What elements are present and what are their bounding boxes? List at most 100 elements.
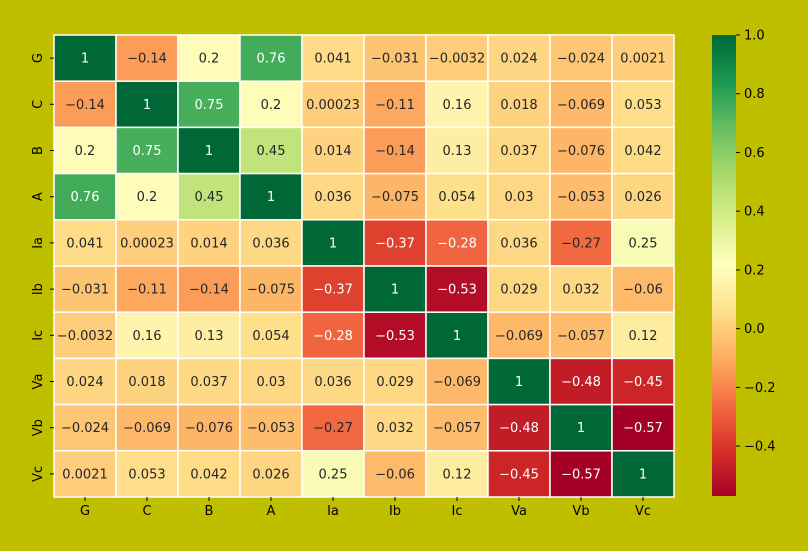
y-tick-label: Ib [31,283,46,295]
y-tick-label: G [31,53,46,63]
cell-value-label: 1 [81,52,89,67]
cell-value-label: −0.37 [375,236,415,251]
heatmap-cell-Ia-Va [487,219,551,267]
heatmap-cell-Ib-Ib [363,265,427,313]
heatmap-cell-B-C [115,126,179,175]
cell-value-label: 1 [205,144,213,159]
cell-value-label: 0.018 [500,98,537,113]
cell-value-label: 0.0021 [620,52,666,67]
colorbar-gradient [712,35,736,496]
cell-value-label: 0.026 [624,190,661,205]
heatmap-cell-Ic-Vb [549,311,613,360]
heatmap-cell-B-Vb [549,126,613,175]
cell-value-label: −0.069 [123,421,171,436]
cell-value-label: −0.14 [127,52,167,67]
heatmap-cell-Vc-Va [487,450,551,498]
cell-value-label: −0.06 [623,283,663,298]
cell-value-label: −0.27 [561,236,601,251]
y-tick-label: Va [31,374,46,390]
cell-value-label: 0.014 [190,236,227,251]
heatmap-cell-Ic-Vc [611,311,675,360]
cell-value-label: −0.069 [495,329,543,344]
cell-value-label: −0.053 [247,421,295,436]
heatmap-cells: 1 −0.14 0.2 0.76 0.041 −0.031 −0.0032 0.024 −0.0… [53,34,675,498]
cell-value-label: −0.45 [499,467,539,482]
x-tick-label: Ic [452,504,463,519]
cell-value-label: −0.45 [623,375,663,390]
cell-value-label: 0.032 [562,283,599,298]
cell-value-label: 0.75 [195,98,224,113]
heatmap-cell-Vb-Ic [425,403,489,452]
y-tick-label: Vc [31,466,46,482]
heatmap-cell-Ib-Ia [301,265,365,313]
heatmap-cell-C-Ib [363,80,427,129]
cell-value-label: 0.042 [190,467,227,482]
cell-value-label: −0.069 [433,375,481,390]
cell-value-label: −0.48 [561,375,601,390]
colorbar-tick-label: 0.0 [744,322,765,337]
cell-value-label: −0.057 [433,421,481,436]
cell-value-label: 0.45 [257,144,286,159]
heatmap-cell-G-Vc [611,34,675,82]
cell-value-label: −0.37 [313,283,353,298]
cell-value-label: 0.16 [133,329,162,344]
cell-value-label: −0.031 [61,283,109,298]
x-tick-label: Ib [389,504,401,519]
cell-value-label: 1 [391,283,399,298]
cell-value-label: 0.00023 [306,98,360,113]
heatmap-cell-Vb-Vb [549,403,613,452]
cell-value-label: 0.041 [66,236,103,251]
cell-value-label: 0.036 [314,190,351,205]
cell-value-label: 0.76 [257,52,286,67]
heatmap-cell-B-Ic [425,126,489,175]
cell-value-label: 0.037 [190,375,227,390]
heatmap-cell-Ib-G [53,265,117,313]
heatmap-cell-Ia-Ic [425,219,489,267]
heatmap-cell-A-Ib [363,172,427,221]
heatmap-cell-G-Ib [363,34,427,82]
cell-value-label: 0.037 [500,144,537,159]
colorbar-tick-label: −0.4 [744,440,776,455]
cell-value-label: 0.036 [252,236,289,251]
y-axis: G C B A Ia Ib Ic Va Vb Vc [31,53,54,482]
heatmap-cell-Vc-Vc [611,450,675,498]
cell-value-label: 0.13 [195,329,224,344]
y-tick-label: Vb [31,419,46,436]
cell-value-label: −0.069 [557,98,605,113]
heatmap-cell-Vb-Vc [611,403,675,452]
y-tick-label: B [31,146,46,155]
cell-value-label: 0.13 [443,144,472,159]
heatmap-cell-Va-Ib [363,357,427,406]
heatmap-cell-Vc-Ia [301,450,365,498]
colorbar-tick-label: 0.4 [744,205,765,220]
cell-value-label: 1 [267,190,275,205]
cell-value-label: 0.76 [71,190,100,205]
cell-value-label: 0.2 [75,144,96,159]
colorbar: 1.0 0.8 0.6 0.4 0.2 0.0 −0.2 −0.4 [712,29,776,496]
cell-value-label: 0.054 [438,190,475,205]
heatmap-cell-Va-B [177,357,241,406]
x-tick-label: C [142,504,151,519]
cell-value-label: 0.2 [199,52,220,67]
heatmap-cell-Ia-C [115,219,179,267]
cell-value-label: 0.45 [195,190,224,205]
cell-value-label: −0.076 [185,421,233,436]
heatmap-cell-G-C [115,34,179,82]
x-tick-label: G [80,504,90,519]
heatmap-cell-C-A [239,80,303,129]
cell-value-label: 0.03 [257,375,286,390]
x-tick-label: Vc [635,504,651,519]
x-tick-label: Vb [572,504,589,519]
cell-value-label: 0.053 [128,467,165,482]
cell-value-label: 0.018 [128,375,165,390]
x-tick-label: Va [511,504,527,519]
cell-value-label: 0.024 [500,52,537,67]
cell-value-label: −0.27 [313,421,353,436]
cell-value-label: −0.031 [371,52,419,67]
cell-value-label: −0.06 [375,467,415,482]
heatmap-cell-Vb-A [239,403,303,452]
cell-value-label: −0.024 [61,421,109,436]
y-tick-label: Ia [31,237,46,249]
heatmap-cell-Vb-Va [487,403,551,452]
colorbar-tick-label: 0.6 [744,146,765,161]
